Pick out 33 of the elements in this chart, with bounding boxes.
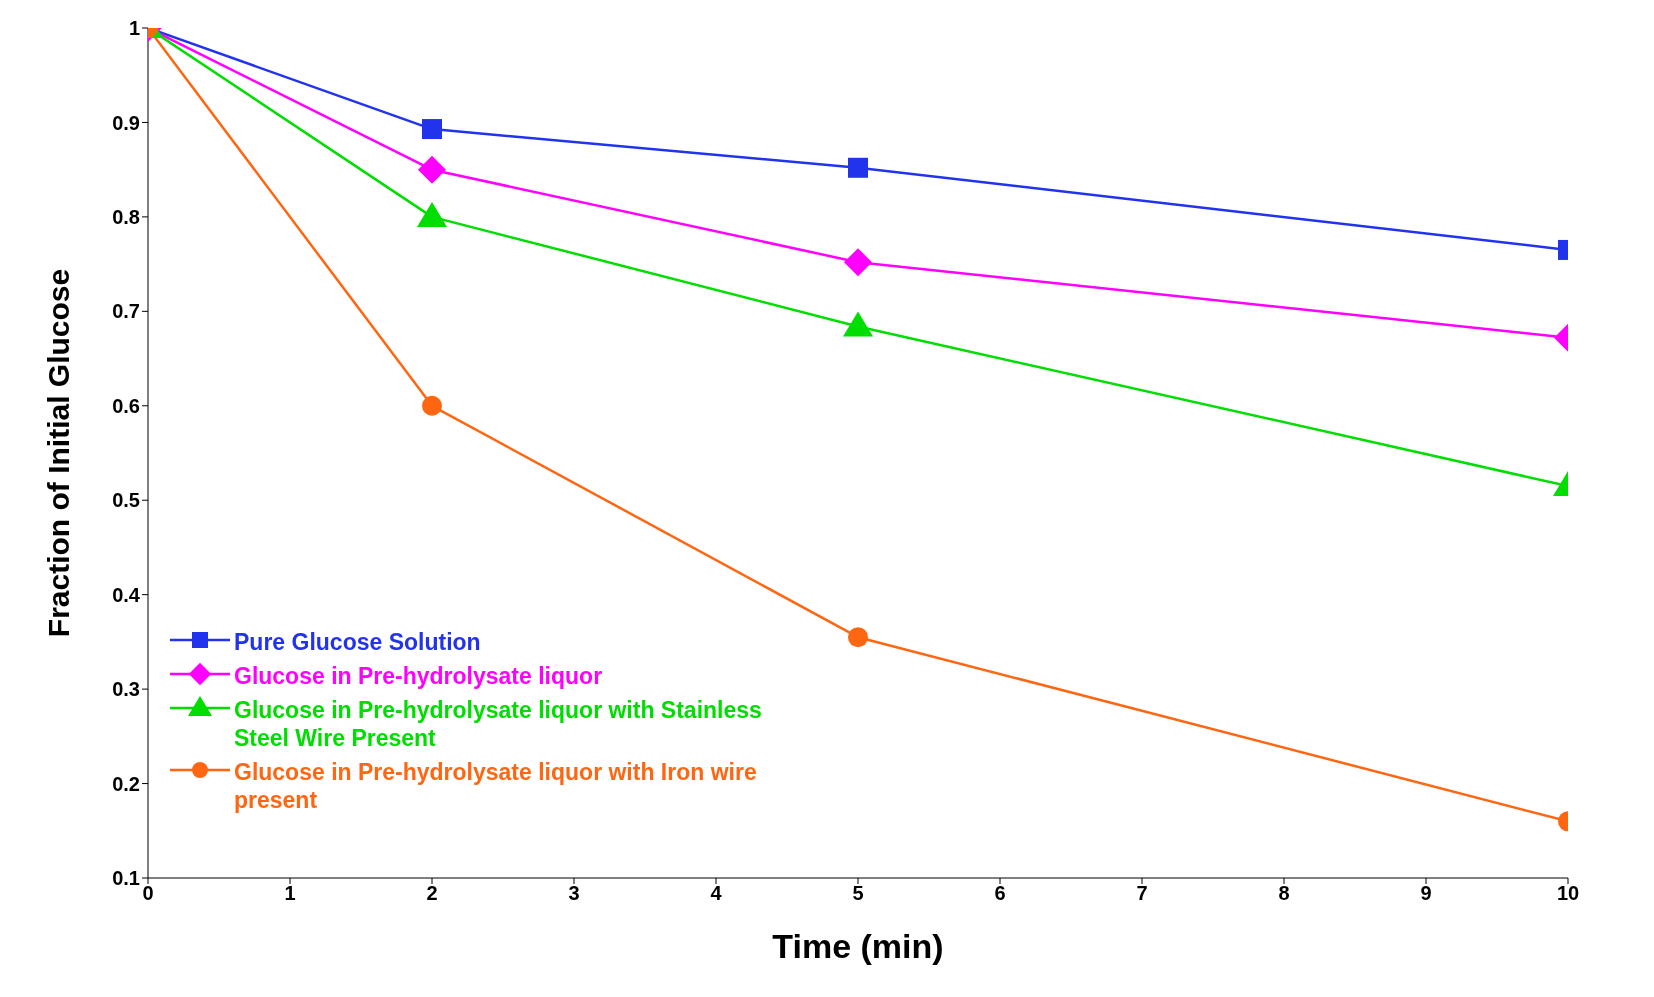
point: [844, 248, 872, 277]
point: [422, 119, 442, 140]
x-tick-label: 7: [1136, 882, 1148, 905]
legend-label: Pure Glucose Solution: [234, 628, 481, 656]
x-tick-label: 9: [1420, 882, 1432, 905]
x-tick-label: 6: [994, 882, 1006, 905]
y-tick-label: 0.3: [112, 678, 140, 701]
point: [848, 157, 868, 178]
x-axis-title: Time (min): [772, 927, 944, 965]
legend-label: Glucose in Pre-hydrolysate liquor with Stainless Steel Wire Present: [234, 696, 763, 752]
x-tick-label: 8: [1278, 882, 1290, 905]
x-tick-label: 1: [284, 882, 296, 905]
x-tick-label: 10: [1556, 882, 1580, 905]
x-tick-label: 0: [142, 882, 154, 905]
y-tick-label: 0.6: [112, 394, 140, 417]
x-tick-label: 4: [710, 882, 723, 905]
point: [422, 395, 442, 416]
y-tick-label: 0.9: [112, 111, 140, 134]
y-tick-label: 1: [128, 17, 140, 40]
point: [848, 627, 868, 648]
y-tick-label: 0.8: [112, 205, 140, 228]
y-tick-label: 0.7: [112, 300, 140, 323]
y-axis-title: Fraction of Initial Glucose: [41, 268, 75, 638]
legend-label: Glucose in Pre-hydrolysate liquor: [234, 662, 603, 690]
legend-label: Glucose in Pre-hydrolysate liquor with Iron wire present: [234, 758, 758, 814]
y-tick-label: 0.4: [112, 583, 141, 606]
y-tick-label: 0.2: [112, 772, 140, 795]
y-tick-label: 0.5: [112, 489, 140, 512]
x-tick-label: 2: [426, 882, 438, 905]
y-tick-label: 0.1: [112, 867, 140, 890]
point: [418, 155, 446, 184]
x-tick-label: 3: [568, 882, 580, 905]
x-tick-label: 5: [852, 882, 864, 905]
